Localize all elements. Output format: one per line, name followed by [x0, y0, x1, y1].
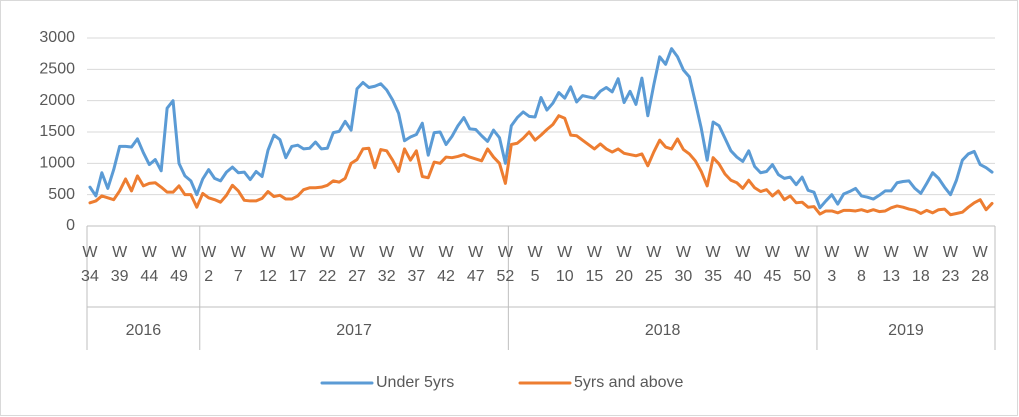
series-line [88, 47, 994, 210]
x-tick-label: W 27 [348, 244, 366, 285]
y-tick-label: 2500 [39, 61, 75, 78]
group-label: 2017 [336, 322, 372, 339]
x-tick-label: W 17 [288, 244, 307, 285]
group-label: 2019 [888, 322, 924, 339]
y-tick-label: 0 [66, 217, 75, 234]
series-line [88, 114, 994, 217]
x-tick-label: W 34 [81, 244, 99, 285]
y-tick-label: 500 [48, 186, 75, 203]
x-tick-label: W 7 [230, 244, 246, 285]
x-tick-label: W 15 [585, 244, 604, 285]
x-tick-label: W 32 [377, 244, 396, 285]
x-tick-label: W 5 [527, 244, 543, 285]
legend-label: 5yrs and above [574, 374, 684, 391]
x-tick-label: W 44 [140, 244, 159, 285]
x-tick-label: W 39 [110, 244, 129, 285]
group-label: 2018 [645, 322, 681, 339]
y-tick-label: 3000 [39, 29, 75, 46]
x-tick-label: W 40 [733, 244, 752, 285]
x-tick-label: W 37 [407, 244, 426, 285]
x-tick-label: W 2 [201, 244, 217, 285]
y-tick-label: 2000 [39, 92, 75, 109]
x-tick-label: W 3 [824, 244, 840, 285]
x-tick-label: W 8 [853, 244, 870, 285]
y-tick-label: 1500 [39, 123, 75, 140]
x-tick-label: W 42 [437, 244, 455, 285]
x-tick-label: W 20 [615, 244, 633, 285]
x-tick-label: W 28 [971, 244, 990, 285]
y-tick-label: 1000 [39, 155, 75, 172]
x-tick-label: W 30 [674, 244, 693, 285]
x-tick-label: W 45 [763, 244, 782, 285]
x-tick-label: W 52 [496, 244, 515, 285]
legend-label: Under 5yrs [376, 374, 454, 391]
x-tick-label: W 35 [704, 244, 722, 285]
x-tick-label: W 50 [793, 244, 812, 285]
x-tick-label: W 47 [466, 244, 485, 285]
group-label: 2016 [126, 322, 162, 339]
x-tick-label: W 12 [259, 244, 277, 285]
x-tick-label: W 49 [170, 244, 188, 285]
x-tick-label: W 22 [318, 244, 337, 285]
x-tick-label: W 18 [911, 244, 930, 285]
x-tick-label: W 25 [644, 244, 663, 285]
x-tick-label: W 13 [882, 244, 901, 285]
x-tick-label: W 23 [941, 244, 960, 285]
x-tick-label: W 10 [555, 244, 574, 285]
